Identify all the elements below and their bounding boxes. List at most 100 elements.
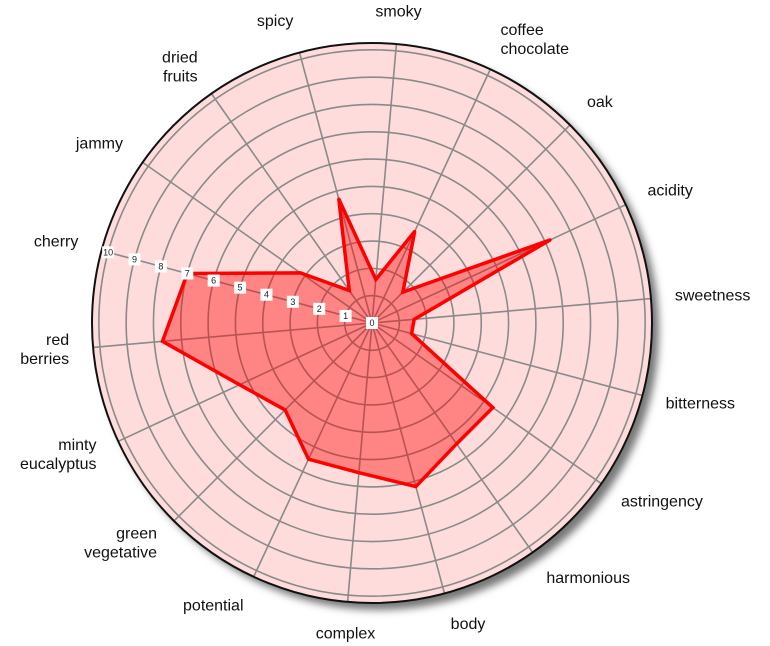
category-label: minty eucalyptus bbox=[20, 437, 97, 473]
category-label-line: smoky bbox=[375, 4, 421, 21]
category-label: smoky bbox=[375, 4, 421, 21]
data-point bbox=[283, 408, 287, 412]
category-label-line: sweetness bbox=[675, 287, 751, 304]
tick-box bbox=[128, 253, 141, 266]
data-point bbox=[307, 457, 311, 461]
data-point bbox=[337, 197, 341, 201]
category-label: dried fruits bbox=[162, 49, 198, 85]
y-tick-label: 7 bbox=[185, 269, 190, 279]
spoke bbox=[371, 203, 627, 324]
data-point bbox=[413, 229, 417, 233]
y-tick-label: 5 bbox=[238, 283, 243, 293]
data-point bbox=[357, 471, 361, 475]
category-label: cherry bbox=[34, 234, 78, 251]
tick-box bbox=[234, 281, 247, 294]
category-label: jammy bbox=[75, 136, 123, 153]
category-label-line: bitterness bbox=[666, 395, 735, 412]
data-point bbox=[374, 277, 378, 281]
y-tick-label: 9 bbox=[132, 254, 137, 264]
spoke bbox=[252, 322, 373, 578]
tick-box bbox=[260, 288, 273, 301]
tick-box bbox=[181, 267, 194, 280]
category-label-line: fruits bbox=[163, 68, 198, 85]
category-label: body bbox=[451, 616, 486, 633]
grid-ring bbox=[125, 76, 619, 570]
spoke bbox=[210, 93, 373, 324]
category-label-line: potential bbox=[183, 597, 244, 614]
category-label: complex bbox=[316, 625, 376, 642]
data-point bbox=[548, 238, 552, 242]
category-label: harmonious bbox=[546, 570, 630, 587]
spoke bbox=[371, 322, 446, 594]
tick-box bbox=[154, 260, 167, 273]
category-label-line: berries bbox=[20, 351, 69, 368]
data-point bbox=[238, 383, 242, 387]
data-point bbox=[455, 442, 459, 446]
spoke bbox=[173, 322, 373, 522]
grid-ring bbox=[152, 103, 592, 543]
category-label-line: acidity bbox=[648, 183, 693, 200]
category-label-line: oak bbox=[587, 94, 614, 111]
tick-box bbox=[313, 302, 326, 315]
category-label-line: dried bbox=[162, 49, 198, 66]
category-label: green vegetative bbox=[84, 526, 157, 562]
category-label: spicy bbox=[257, 13, 293, 30]
y-tick-label: 10 bbox=[103, 247, 113, 257]
grid-ring bbox=[343, 294, 401, 352]
grid-ring bbox=[179, 130, 565, 516]
y-tick-label: 0 bbox=[369, 318, 374, 328]
category-label-line: minty bbox=[58, 437, 96, 454]
grid-ring bbox=[289, 240, 455, 406]
grid-ring bbox=[234, 185, 510, 461]
category-label-line: harmonious bbox=[546, 570, 630, 587]
category-label-line: cherry bbox=[34, 234, 78, 251]
y-tick-label: 1 bbox=[343, 311, 348, 321]
spoke bbox=[371, 68, 492, 324]
category-label: acidity bbox=[648, 183, 693, 200]
spoke bbox=[298, 52, 373, 324]
data-point bbox=[160, 339, 164, 343]
y-tick-label: 3 bbox=[290, 297, 295, 307]
spoke bbox=[117, 322, 373, 443]
plot-border bbox=[91, 42, 653, 604]
tick-box bbox=[286, 295, 299, 308]
category-label-line: eucalyptus bbox=[20, 456, 97, 473]
category-label-line: coffee bbox=[500, 22, 543, 39]
data-point bbox=[414, 485, 418, 489]
data-point bbox=[298, 271, 302, 275]
spoke bbox=[346, 322, 373, 603]
category-label-line: body bbox=[451, 616, 486, 633]
category-label: coffee chocolate bbox=[500, 22, 569, 58]
grid-ring bbox=[261, 212, 483, 434]
grid-ring bbox=[98, 49, 646, 597]
category-label: potential bbox=[183, 597, 244, 614]
spoke bbox=[92, 322, 373, 349]
spoke bbox=[371, 297, 652, 324]
data-point bbox=[401, 290, 405, 294]
tick-box bbox=[102, 246, 115, 259]
spoke bbox=[142, 161, 373, 324]
category-label: oak bbox=[587, 94, 614, 111]
data-point bbox=[347, 289, 351, 293]
category-label: bitterness bbox=[666, 395, 735, 412]
spoke bbox=[371, 322, 643, 397]
category-label: astringency bbox=[621, 493, 703, 510]
category-label-line: complex bbox=[316, 625, 376, 642]
tick-box bbox=[366, 317, 378, 329]
category-label-line: astringency bbox=[621, 493, 703, 510]
y-tick-label: 8 bbox=[158, 261, 163, 271]
y-tick-label: 2 bbox=[317, 304, 322, 314]
category-label-line: red bbox=[46, 332, 69, 349]
data-point bbox=[491, 406, 495, 410]
category-label-line: green bbox=[116, 526, 157, 543]
grid-ring bbox=[207, 158, 537, 488]
category-label-line: jammy bbox=[75, 136, 123, 153]
category-label-line: spicy bbox=[257, 13, 293, 30]
category-label: red berries bbox=[20, 332, 69, 368]
spoke bbox=[371, 322, 534, 553]
category-label-line: chocolate bbox=[500, 41, 569, 58]
y-tick-label: 4 bbox=[264, 290, 269, 300]
y-tick-label: 6 bbox=[211, 276, 216, 286]
category-label: sweetness bbox=[675, 287, 751, 304]
